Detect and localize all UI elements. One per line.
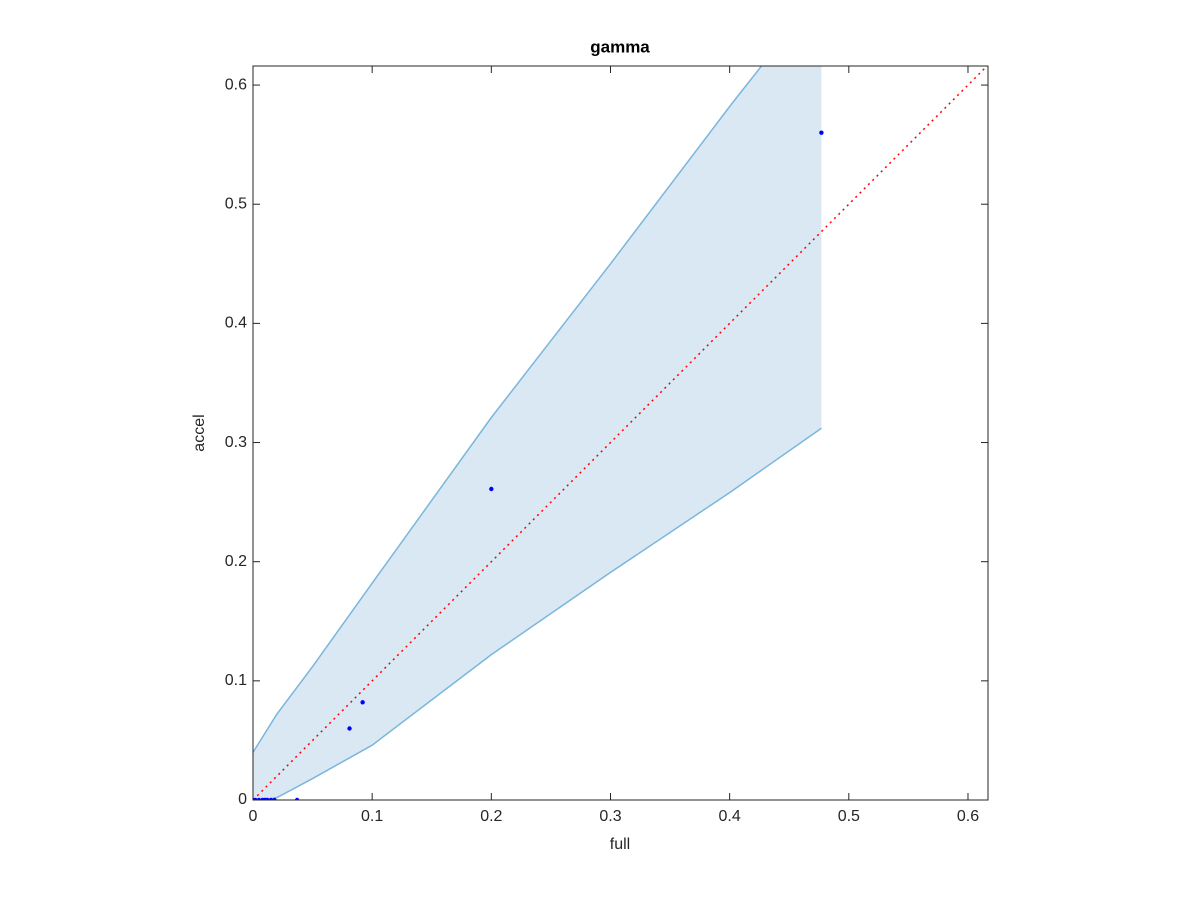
x-tick-label: 0.6 — [957, 808, 979, 825]
point — [489, 486, 494, 492]
y-tick-label: 0.3 — [225, 434, 247, 451]
x-tick-label: 0 — [249, 808, 258, 825]
y-tick-label: 0.2 — [225, 553, 247, 570]
point — [253, 797, 258, 800]
point — [268, 797, 274, 800]
point — [819, 130, 824, 135]
band-fill — [253, 66, 822, 800]
y-tick-label: 0 — [238, 791, 247, 808]
point — [294, 797, 300, 800]
band-upper — [253, 66, 763, 753]
x-axis-label: full — [610, 836, 630, 853]
x-tick-label: 0.1 — [361, 808, 383, 825]
point — [347, 726, 352, 731]
plot-area — [253, 66, 988, 800]
y-axis-label: accel — [191, 414, 208, 451]
y-tick-label: 0.5 — [225, 195, 247, 212]
x-tick-label: 0.5 — [838, 808, 860, 825]
x-tick-label: 0.4 — [719, 808, 741, 825]
y-tick-label: 0.6 — [225, 76, 247, 93]
axes-box — [252, 65, 989, 801]
point — [360, 700, 365, 705]
point — [256, 797, 262, 800]
reference-line — [253, 66, 988, 800]
point — [272, 797, 277, 800]
y-tick-label: 0.1 — [225, 672, 247, 689]
x-tick-label: 0.3 — [599, 808, 621, 825]
x-tick-label: 0.2 — [480, 808, 502, 825]
y-tick-label: 0.4 — [225, 315, 247, 332]
point — [265, 797, 270, 800]
chart-title: gamma — [590, 37, 650, 56]
